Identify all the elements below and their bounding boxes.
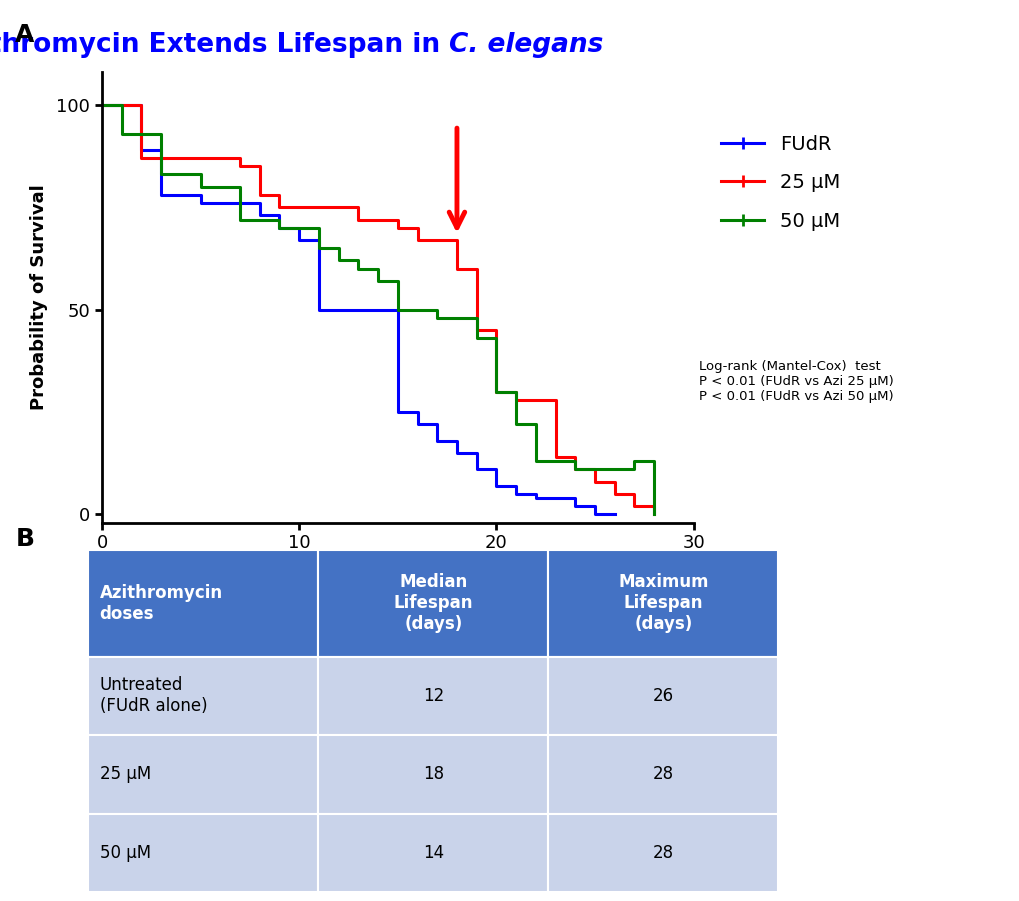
X-axis label: Days: Days [369,560,426,581]
Text: C. elegans: C. elegans [448,32,602,58]
Text: B: B [15,527,35,551]
Legend: FUdR, 25 μM, 50 μM: FUdR, 25 μM, 50 μM [713,127,847,238]
Text: Azithromycin Extends Lifespan in: Azithromycin Extends Lifespan in [0,32,448,58]
Text: A: A [15,23,35,47]
Text: Log-rank (Mantel-Cox)  test
P < 0.01 (FUdR vs Azi 25 μM)
P < 0.01 (FUdR vs Azi 5: Log-rank (Mantel-Cox) test P < 0.01 (FUd… [698,360,893,404]
Y-axis label: Probability of Survival: Probability of Survival [30,185,48,410]
